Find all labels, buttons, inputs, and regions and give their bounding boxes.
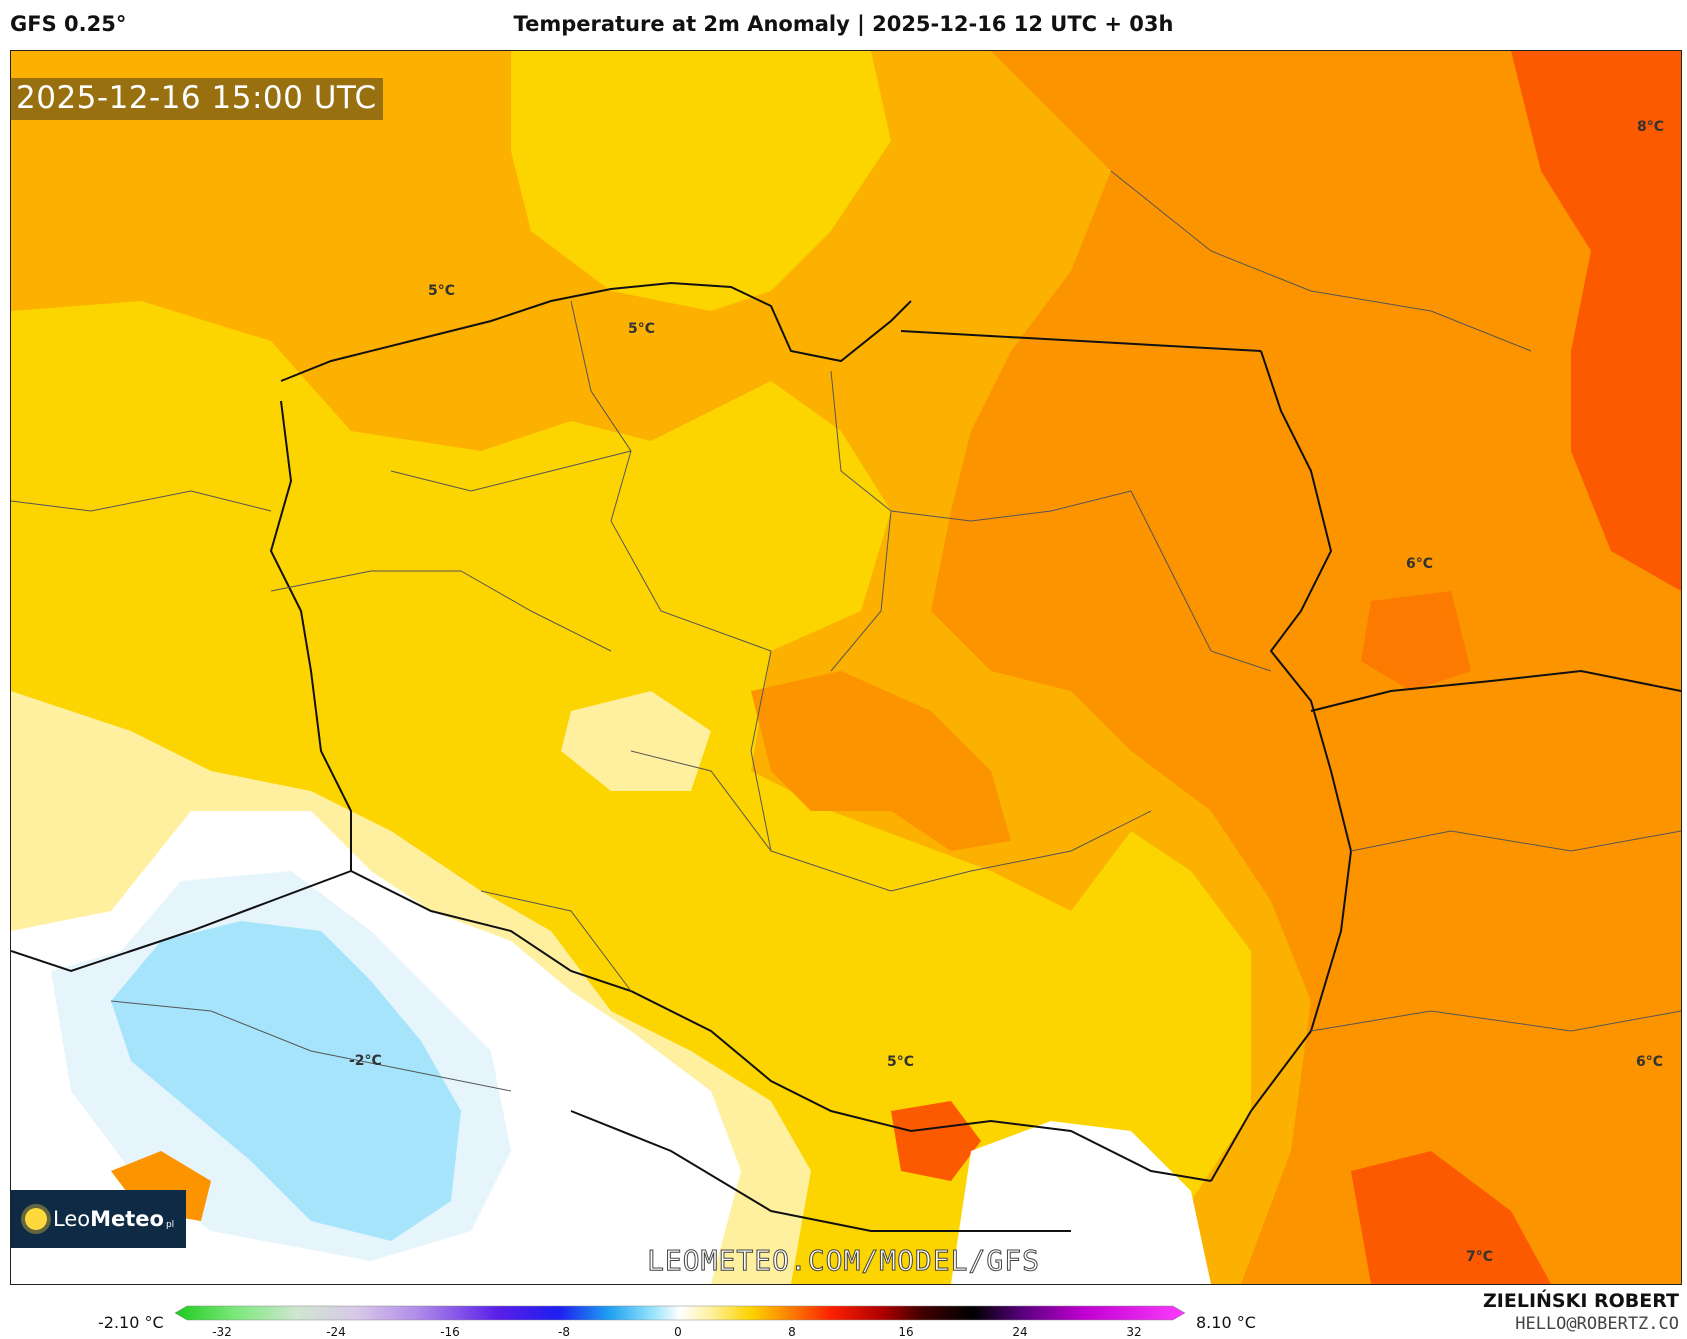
field-white-south — [951, 1121, 1211, 1284]
map-title: Temperature at 2m Anomaly | 2025-12-16 1… — [513, 12, 1174, 36]
colorbar-tick: -24 — [326, 1325, 346, 1339]
field-deep-orange-south — [1351, 1151, 1551, 1284]
border-belarus — [1310, 669, 1681, 712]
colorbar-tick: -8 — [558, 1325, 570, 1339]
colorbar — [175, 1305, 1185, 1321]
sun-icon — [25, 1208, 47, 1230]
region-boundaries — [11, 170, 1681, 1092]
colorbar-tick: 8 — [788, 1325, 796, 1339]
field-deep-orange — [1511, 51, 1681, 591]
field-orange-spot — [1361, 591, 1471, 691]
contour-label: 8°C — [1637, 119, 1665, 135]
leometeo-logo[interactable]: Leo Meteo pl — [11, 1190, 186, 1248]
colorbar-tick: -32 — [212, 1325, 232, 1339]
baltic-coastline — [280, 281, 912, 382]
valid-time-badge: 2025-12-16 15:00 UTC — [10, 78, 383, 120]
colorbar-tick: 32 — [1126, 1325, 1142, 1339]
contour-label: 5°C — [628, 321, 656, 337]
field-orange-center — [751, 671, 1011, 851]
border-czech — [11, 870, 352, 973]
colorbar-tick: 0 — [674, 1325, 682, 1339]
model-name: GFS 0.25° — [10, 12, 127, 36]
map-canvas — [11, 51, 1681, 1284]
anomaly-map[interactable]: 5°C 5°C 8°C 6°C -2°C 5°C 6°C 7°C — [10, 50, 1682, 1285]
contour-label: 5°C — [887, 1054, 915, 1070]
logo-bold-text: Meteo — [90, 1207, 164, 1231]
legend-min-value: -2.10 °C — [98, 1313, 164, 1332]
contour-label: -2°C — [349, 1053, 382, 1069]
contour-label: 6°C — [1636, 1054, 1664, 1070]
field-hotspot — [891, 1101, 981, 1181]
logo-suffix: pl — [165, 1220, 175, 1230]
legend-max-value: 8.10 °C — [1196, 1313, 1256, 1332]
field-light-blue — [111, 921, 461, 1241]
logo-light-text: Leo — [53, 1207, 91, 1231]
colorbar-tick: -16 — [440, 1325, 460, 1339]
contour-label: 5°C — [428, 283, 456, 299]
border-kaliningrad — [900, 330, 1262, 352]
field-orange — [931, 51, 1681, 1284]
author-email[interactable]: HELLO@ROBERTZ.CO — [1515, 1314, 1679, 1334]
field-yellow-north — [511, 51, 891, 311]
colorbar-tick: 16 — [898, 1325, 914, 1339]
contour-label: 6°C — [1406, 556, 1434, 572]
border-west — [269, 400, 352, 871]
field-light-yellow-patch — [561, 691, 711, 791]
watermark-url: LEOMETEO.COM/MODEL/GFS — [647, 1244, 1040, 1278]
author-name: ZIELIŃSKI ROBERT — [1483, 1290, 1679, 1312]
border-south — [350, 870, 1212, 1182]
border-slovakia — [570, 1110, 1071, 1232]
contour-label: 7°C — [1466, 1249, 1494, 1265]
colorbar-tick: 24 — [1012, 1325, 1028, 1339]
